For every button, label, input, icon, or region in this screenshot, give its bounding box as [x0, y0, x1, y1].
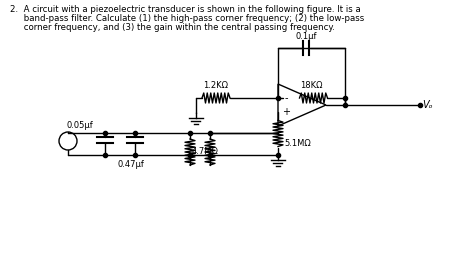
Text: Vₒ: Vₒ [422, 100, 433, 110]
Text: 5.1MΩ: 5.1MΩ [284, 139, 311, 148]
Text: +: + [282, 107, 290, 117]
Text: 0.47μf: 0.47μf [118, 160, 145, 169]
Text: 4.7MΩ: 4.7MΩ [192, 147, 219, 156]
Text: band-pass filter. Calculate (1) the high-pass corner frequency; (2) the low-pass: band-pass filter. Calculate (1) the high… [10, 14, 364, 23]
Text: 18KΩ: 18KΩ [300, 81, 323, 90]
Text: 0.1μf: 0.1μf [296, 32, 317, 41]
Text: 0.05μf: 0.05μf [67, 121, 94, 130]
Text: -: - [284, 93, 288, 103]
Text: corner frequency, and (3) the gain within the central passing frequency.: corner frequency, and (3) the gain withi… [10, 23, 335, 32]
Text: 2.  A circuit with a piezoelectric transducer is shown in the following figure. : 2. A circuit with a piezoelectric transd… [10, 5, 361, 14]
Text: 1.2KΩ: 1.2KΩ [203, 81, 228, 90]
